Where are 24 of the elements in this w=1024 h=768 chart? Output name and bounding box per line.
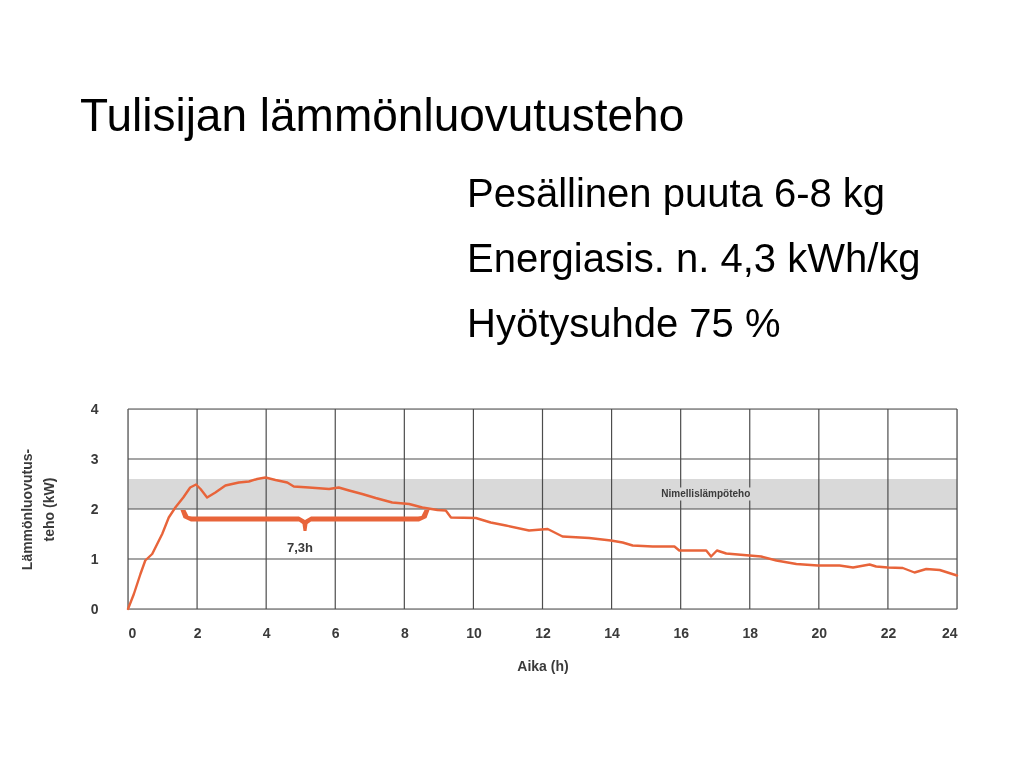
- y-tick-label: 0: [90, 600, 99, 617]
- x-tick-label: 24: [941, 624, 958, 641]
- chart-subtitle: Pesällinen puuta 6-8 kg Energiasis. n. 4,3 kWh/kg Hyötysuhde 75 %: [467, 171, 921, 345]
- x-tick-label: 6: [331, 624, 340, 641]
- x-tick-label: 8: [400, 624, 409, 641]
- x-axis-title: Aika (h): [517, 657, 569, 674]
- y-tick-label: 1: [90, 550, 99, 567]
- y-tick-label: 3: [90, 450, 99, 467]
- annotation: 7,3h: [286, 540, 314, 555]
- y-tick-label: 4: [90, 400, 99, 417]
- band-label: Nimellislämpöteho: [661, 488, 751, 499]
- chart-title: Tulisijan lämmönluovutusteho: [80, 89, 685, 141]
- x-tick-label: 14: [604, 624, 621, 641]
- x-tick-label: 22: [880, 624, 897, 641]
- x-tick-label: 16: [673, 624, 690, 641]
- x-tick-label: 18: [742, 624, 759, 641]
- x-tick-label: 10: [466, 624, 482, 641]
- y-tick-label: 2: [90, 500, 99, 517]
- x-tick-label: 20: [811, 624, 828, 641]
- x-tick-label: 4: [262, 624, 271, 641]
- x-tick-label: 0: [128, 624, 137, 641]
- y-axis-title: Lämmönluovutus- teho (kW): [18, 448, 57, 571]
- x-tick-label: 2: [193, 624, 202, 641]
- x-tick-label: 12: [535, 624, 551, 641]
